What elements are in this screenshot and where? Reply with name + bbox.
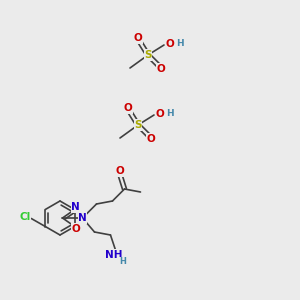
Text: O: O <box>147 134 155 144</box>
Text: N: N <box>71 202 80 212</box>
Text: O: O <box>71 224 80 233</box>
Text: H: H <box>176 40 184 49</box>
Text: N: N <box>78 213 87 223</box>
Text: S: S <box>144 50 152 60</box>
Text: O: O <box>124 103 132 113</box>
Text: H: H <box>119 257 126 266</box>
Text: O: O <box>156 109 165 119</box>
Text: H: H <box>166 110 174 118</box>
Text: O: O <box>166 39 175 49</box>
Text: NH: NH <box>105 250 122 260</box>
Text: O: O <box>157 64 165 74</box>
Text: S: S <box>134 120 142 130</box>
Text: O: O <box>134 33 142 43</box>
Text: Cl: Cl <box>20 212 31 223</box>
Text: O: O <box>115 166 124 176</box>
